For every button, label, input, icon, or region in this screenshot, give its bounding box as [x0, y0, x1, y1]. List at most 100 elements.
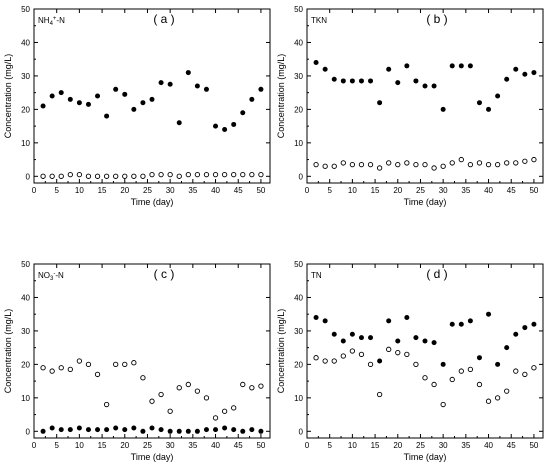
series-open	[40, 358, 264, 421]
data-point-open	[413, 361, 419, 368]
data-point-open	[367, 361, 374, 368]
data-point-filled	[495, 93, 501, 99]
y-tick-label: 20	[21, 360, 30, 369]
data-point-open	[494, 161, 501, 168]
data-point-open	[476, 160, 483, 166]
data-point-open	[404, 160, 410, 166]
x-tick-label: 45	[234, 186, 243, 195]
data-point-filled	[231, 427, 237, 433]
data-point-filled	[149, 425, 155, 431]
data-point-filled	[522, 71, 528, 77]
y-axis-label: Concentration (mg/L)	[3, 54, 13, 139]
y-tick-label: 50	[294, 5, 303, 14]
plot-frame	[306, 8, 544, 184]
x-tick-label: 35	[188, 441, 197, 450]
data-point-open	[131, 173, 137, 179]
data-point-filled	[176, 120, 182, 126]
data-point-filled	[440, 106, 446, 112]
data-point-open	[40, 365, 46, 371]
x-tick-label: 15	[98, 441, 107, 450]
data-point-open	[113, 361, 119, 368]
x-tick-label: 50	[256, 186, 265, 195]
x-tick-label: 40	[484, 186, 493, 195]
data-point-filled	[222, 126, 228, 132]
data-point-filled	[67, 96, 73, 102]
x-tick-label: 45	[234, 441, 243, 450]
data-point-open	[367, 161, 374, 168]
y-axis-label: Concentration (mg/L)	[276, 309, 286, 394]
x-tick-label: 15	[98, 186, 107, 195]
data-point-filled	[167, 428, 173, 434]
data-point-filled	[194, 83, 200, 89]
data-point-filled	[231, 121, 237, 127]
data-point-open	[458, 368, 464, 374]
y-tick-label: 30	[294, 72, 303, 81]
data-point-filled	[131, 106, 137, 112]
data-point-open	[203, 171, 210, 178]
series-filled	[313, 60, 537, 112]
data-point-open	[458, 156, 464, 163]
data-point-filled	[158, 427, 164, 433]
x-tick-label: 5	[54, 441, 59, 450]
data-point-open	[376, 391, 383, 398]
data-point-open	[122, 361, 128, 368]
y-tick-label: 40	[294, 293, 303, 302]
data-point-open	[221, 171, 228, 178]
data-point-open	[231, 405, 237, 411]
x-tick-label: 30	[439, 186, 448, 195]
x-axis-label: Time (day)	[404, 197, 447, 207]
data-point-filled	[349, 331, 355, 337]
data-point-filled	[368, 335, 374, 341]
x-tick-label: 5	[327, 186, 332, 195]
data-point-filled	[431, 340, 437, 346]
series-open	[313, 346, 537, 408]
y-tick-label: 10	[21, 139, 30, 148]
data-point-open	[249, 171, 255, 178]
data-point-open	[467, 161, 474, 168]
panel-title: TKN	[311, 16, 327, 25]
series-open	[313, 156, 537, 171]
x-tick-label: 25	[416, 186, 425, 195]
data-point-filled	[167, 81, 173, 87]
x-tick-label: 5	[327, 441, 332, 450]
panel-tag: ( b )	[426, 12, 447, 26]
y-tick-label: 20	[294, 105, 303, 114]
data-point-filled	[222, 425, 228, 431]
data-point-open	[212, 171, 219, 178]
data-point-filled	[49, 425, 55, 431]
panel-d: 0 5 10 15 20 25 30 35 40 45 50 0 10 20 30 40 50 Time (day…	[276, 260, 544, 462]
data-point-open	[349, 161, 356, 168]
data-point-filled	[67, 427, 73, 433]
data-point-filled	[40, 428, 46, 434]
data-point-open	[149, 171, 155, 178]
data-point-open	[185, 381, 191, 388]
data-point-filled	[395, 80, 401, 86]
x-tick-label: 0	[32, 186, 37, 195]
data-point-open	[513, 160, 519, 166]
data-point-open	[522, 158, 528, 164]
data-point-filled	[504, 345, 510, 351]
x-tick-label: 40	[211, 186, 220, 195]
y-tick-label: 10	[21, 394, 30, 403]
plot-frame	[33, 8, 271, 184]
data-point-open	[176, 173, 182, 179]
data-point-filled	[449, 321, 455, 327]
data-point-open	[103, 173, 110, 179]
x-axis-label: Time (day)	[131, 452, 174, 462]
data-point-filled	[58, 90, 64, 96]
y-tick-label: 50	[294, 260, 303, 269]
x-tick-label: 15	[371, 186, 380, 195]
data-point-open	[395, 161, 401, 168]
plot-frame	[33, 263, 271, 439]
data-point-filled	[495, 361, 501, 367]
data-point-open	[103, 401, 110, 408]
data-point-filled	[458, 321, 464, 327]
x-tick-label: 50	[529, 186, 538, 195]
data-point-filled	[176, 428, 182, 434]
panel-title-main: TKN	[311, 16, 327, 25]
data-point-open	[49, 368, 55, 374]
data-point-filled	[213, 427, 219, 433]
data-point-filled	[531, 321, 537, 327]
data-point-open	[513, 368, 519, 374]
data-point-open	[212, 415, 219, 421]
